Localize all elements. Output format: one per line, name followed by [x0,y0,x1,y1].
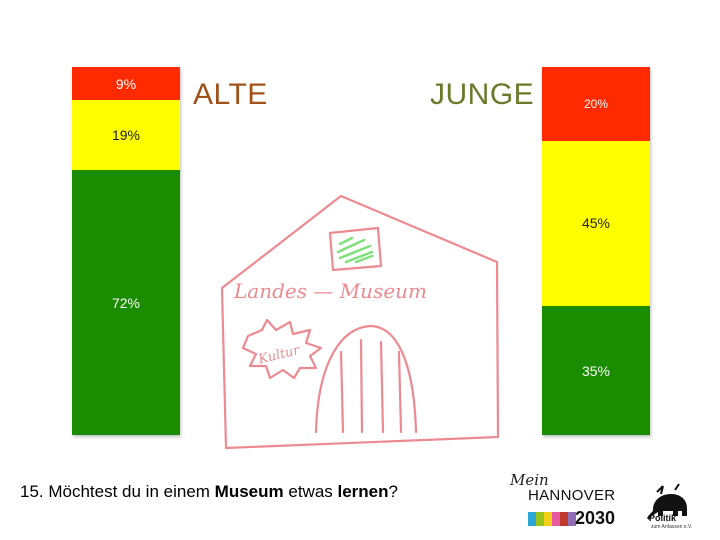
question-prefix: 15. Möchtest du in einem [20,482,215,501]
logo-stripe [536,512,544,526]
bar-label-alte-1: 19% [111,127,141,144]
question-middle: etwas [283,482,338,501]
bar-segment-alte-2: 9% [72,67,180,101]
door-plank-3 [379,340,385,434]
label-junge: JUNGE [430,78,535,111]
bar-label-junge-1: 45% [581,215,611,232]
logo-year: 2030 [575,508,616,528]
bar-label-alte-2: 9% [115,75,137,92]
bar-alte: 72% 19% 9% [72,67,180,435]
logo-hannover: HANNOVER [528,487,616,504]
picture-hatching [336,236,374,264]
house-outline [220,194,500,450]
logo-stripe [560,512,568,526]
question-bold-museum: Museum [214,482,284,501]
door-plank-2 [359,338,364,434]
door-plank-1 [339,350,345,434]
question-suffix: ? [388,482,398,501]
question-bold-lernen: lernen [337,482,389,501]
bar-junge: 35% 45% 20% [542,67,650,435]
sign-text: Landes — Museum [233,279,427,303]
bar-label-alte-0: 72% [111,294,141,311]
logo-stripes [528,512,576,526]
door-arch [314,324,418,434]
badge-text: Kultur [256,343,302,368]
door-plank-4 [397,350,403,434]
logo-stripe [544,512,552,526]
label-alte: ALTE [193,78,268,111]
bar-label-junge-0: 35% [581,362,611,379]
logo-stripe [552,512,560,526]
politik-text: Politik [649,513,677,523]
politik-sub: zum Anfassen e.V. [651,524,693,530]
elephant-icon [647,483,687,520]
bar-segment-alte-1: 19% [72,100,180,171]
logo-stripe [568,512,576,526]
logo-stripe [528,512,536,526]
picture-frame [328,226,383,272]
bar-segment-junge-0: 35% [542,306,650,435]
bar-segment-alte-0: 72% [72,170,180,435]
bar-segment-junge-2: 20% [542,67,650,141]
kultur-badge [241,318,323,380]
bar-segment-junge-1: 45% [542,140,650,307]
question-text: 15. Möchtest du in einem Museum etwas le… [20,482,398,502]
bar-label-junge-2: 20% [583,96,609,111]
logo-mein: Mein [510,471,549,489]
